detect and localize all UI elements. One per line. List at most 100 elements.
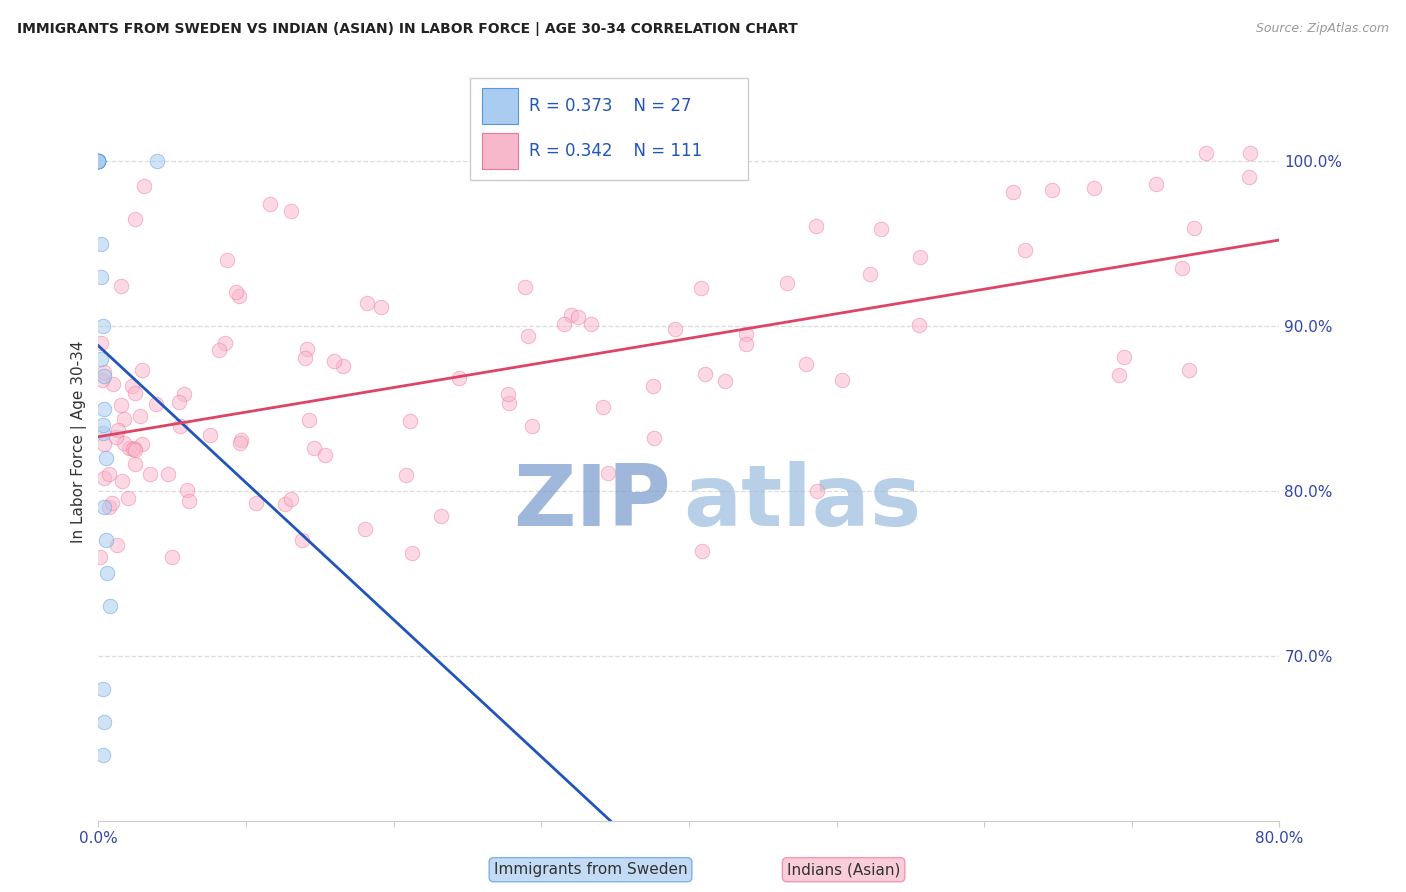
Point bbox=[107, 423, 129, 437]
Y-axis label: In Labor Force | Age 30-34: In Labor Force | Age 30-34 bbox=[72, 340, 87, 543]
Point bbox=[229, 433, 252, 447]
Point bbox=[208, 343, 231, 357]
Point bbox=[101, 496, 124, 510]
FancyBboxPatch shape bbox=[471, 78, 748, 180]
Text: Source: ZipAtlas.com: Source: ZipAtlas.com bbox=[1256, 22, 1389, 36]
Point bbox=[1237, 169, 1260, 184]
Point bbox=[280, 203, 302, 218]
Point bbox=[162, 549, 184, 564]
Point bbox=[294, 351, 316, 366]
Point bbox=[291, 533, 314, 547]
Point bbox=[430, 508, 453, 523]
Point bbox=[87, 154, 110, 169]
Point bbox=[93, 471, 115, 485]
Point bbox=[105, 538, 128, 552]
Point bbox=[124, 212, 146, 227]
Point bbox=[90, 352, 112, 367]
Text: IMMIGRANTS FROM SWEDEN VS INDIAN (ASIAN) IN LABOR FORCE | AGE 30-34 CORRELATION : IMMIGRANTS FROM SWEDEN VS INDIAN (ASIAN)… bbox=[17, 22, 797, 37]
Point bbox=[91, 681, 114, 696]
Point bbox=[1014, 243, 1036, 257]
Point bbox=[304, 442, 326, 456]
Text: atlas: atlas bbox=[683, 460, 921, 544]
Point bbox=[87, 154, 110, 169]
Point bbox=[91, 747, 114, 762]
Point bbox=[1083, 181, 1105, 195]
Point bbox=[132, 179, 155, 194]
Point bbox=[124, 441, 146, 455]
Point bbox=[146, 154, 169, 169]
Point bbox=[370, 300, 392, 314]
Point bbox=[87, 154, 110, 169]
Point bbox=[139, 467, 162, 481]
Point bbox=[520, 419, 543, 434]
Point bbox=[859, 267, 882, 281]
Point bbox=[690, 544, 713, 558]
Point bbox=[794, 357, 817, 371]
Point bbox=[87, 154, 110, 169]
Point bbox=[93, 368, 115, 383]
Point bbox=[90, 269, 112, 284]
Point bbox=[245, 496, 267, 510]
Point bbox=[910, 250, 932, 264]
Point bbox=[217, 252, 239, 267]
Point bbox=[93, 365, 115, 379]
Point bbox=[228, 289, 250, 303]
Point bbox=[91, 418, 114, 433]
Point bbox=[776, 277, 799, 291]
Point bbox=[401, 546, 423, 560]
Point bbox=[105, 430, 128, 444]
Point bbox=[87, 154, 110, 169]
Point bbox=[643, 379, 665, 393]
Text: Immigrants from Sweden: Immigrants from Sweden bbox=[494, 863, 688, 877]
Point bbox=[90, 236, 112, 251]
Point bbox=[179, 494, 201, 508]
Point bbox=[117, 491, 139, 505]
Point bbox=[93, 437, 115, 451]
Point bbox=[598, 467, 620, 481]
Point bbox=[1108, 368, 1130, 382]
Point bbox=[93, 401, 115, 416]
Point bbox=[229, 435, 252, 450]
Point bbox=[1182, 220, 1205, 235]
Point bbox=[91, 319, 114, 334]
Point bbox=[447, 370, 470, 384]
Point bbox=[395, 468, 418, 483]
Point bbox=[118, 441, 141, 455]
Point bbox=[579, 317, 602, 331]
Point bbox=[1146, 177, 1168, 191]
Point bbox=[1040, 183, 1063, 197]
Point bbox=[1114, 350, 1136, 364]
Point bbox=[496, 387, 519, 401]
Point bbox=[131, 363, 153, 377]
Point bbox=[804, 219, 827, 234]
Point bbox=[553, 318, 575, 332]
Point bbox=[98, 599, 121, 614]
Point bbox=[214, 336, 236, 351]
Point bbox=[314, 448, 336, 462]
Point bbox=[1178, 363, 1201, 377]
Point bbox=[806, 483, 828, 498]
Point bbox=[176, 483, 198, 497]
Point bbox=[1239, 146, 1261, 161]
Point bbox=[90, 373, 112, 387]
Point bbox=[498, 396, 520, 410]
Point bbox=[273, 497, 295, 511]
Point bbox=[110, 398, 132, 412]
Point bbox=[592, 400, 614, 414]
Point bbox=[90, 335, 112, 350]
Point bbox=[121, 379, 143, 393]
Point bbox=[87, 154, 110, 169]
Point bbox=[735, 337, 758, 351]
Text: ZIP: ZIP bbox=[513, 460, 671, 544]
Point bbox=[398, 414, 420, 428]
Point bbox=[111, 474, 134, 488]
Point bbox=[198, 427, 221, 442]
Point bbox=[354, 522, 377, 536]
Point bbox=[356, 296, 378, 310]
Point bbox=[112, 411, 135, 425]
Point bbox=[298, 413, 321, 427]
Point bbox=[145, 397, 167, 411]
Bar bbox=[482, 133, 517, 169]
Point bbox=[735, 326, 758, 341]
Point bbox=[124, 443, 146, 458]
